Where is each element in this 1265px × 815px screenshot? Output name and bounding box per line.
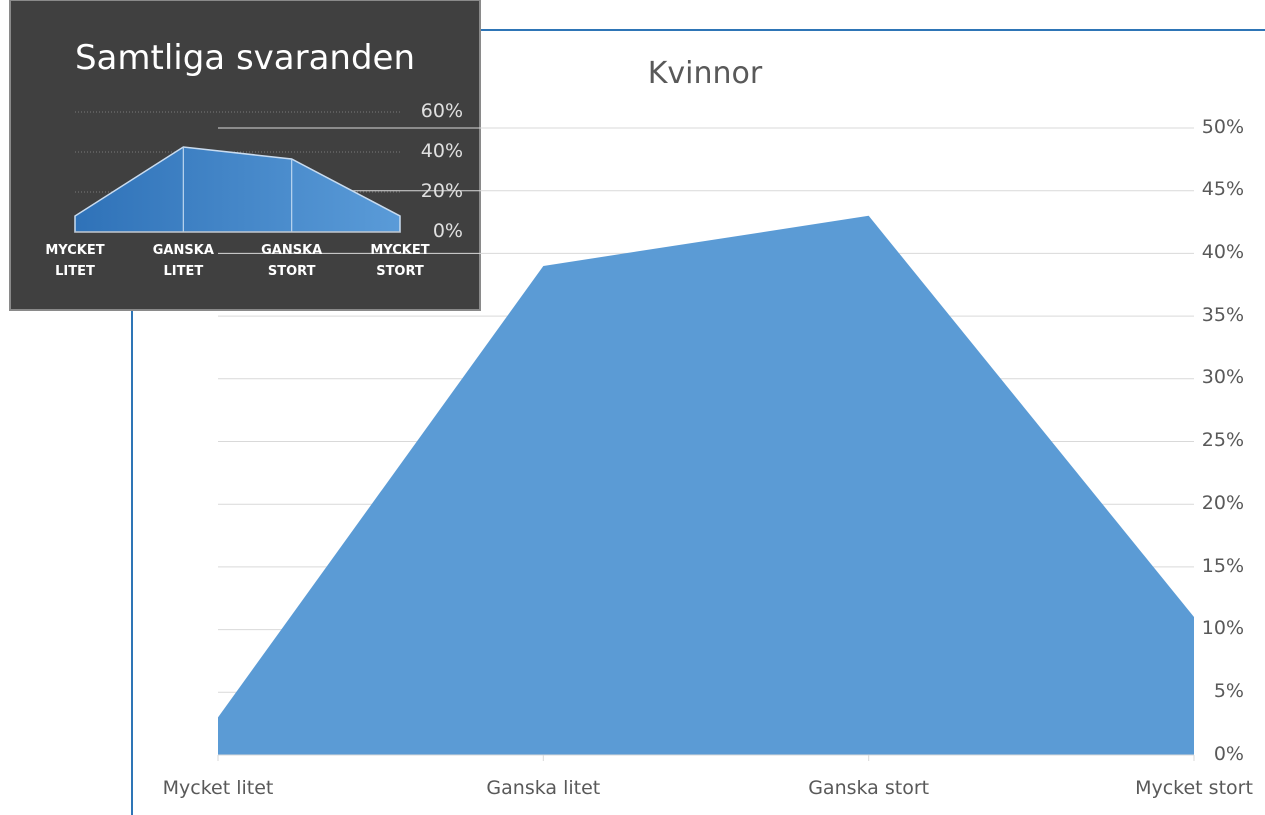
chart-title: Kvinnor — [647, 56, 763, 91]
inset-title: Samtliga svaranden — [74, 38, 416, 78]
y-tick-label: 40% — [420, 139, 463, 162]
y-tick-label: 25% — [1201, 429, 1244, 452]
x-tick-label: Mycket stort — [1135, 777, 1253, 799]
area — [218, 215, 1194, 755]
y-tick-label: 35% — [1201, 303, 1244, 326]
y-tick-label: 20% — [420, 179, 463, 202]
y-tick-label: 10% — [1201, 617, 1244, 640]
y-tick-label: 0% — [432, 219, 463, 242]
y-tick-label: 60% — [420, 99, 463, 122]
y-tick-label: 50% — [1201, 115, 1244, 138]
y-tick-label: 5% — [1213, 679, 1244, 702]
y-tick-label: 45% — [1201, 178, 1244, 201]
x-tick-label: Mycket litet — [162, 777, 274, 799]
x-tick-label: Ganska stort — [808, 777, 930, 799]
y-tick-label: 20% — [1201, 491, 1244, 514]
x-tick-label: GANSKA STORT — [261, 243, 323, 279]
y-tick-label: 0% — [1213, 742, 1244, 765]
x-tick-label: GANSKA LITET — [152, 243, 214, 279]
x-tick-label: MYCKET LITET — [45, 243, 105, 279]
y-tick-label: 40% — [1201, 241, 1244, 264]
y-tick-label: 15% — [1201, 554, 1244, 577]
x-tick-label: MYCKET STORT — [370, 243, 430, 279]
y-tick-label: 30% — [1201, 366, 1244, 389]
x-tick-label: Ganska litet — [486, 777, 601, 799]
